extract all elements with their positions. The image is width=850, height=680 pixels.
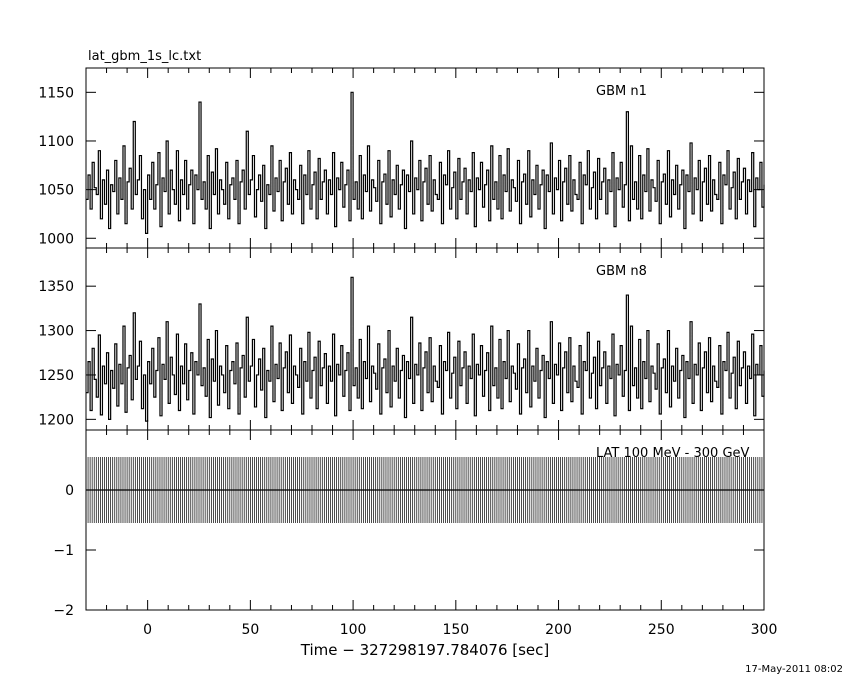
- panel-top: 1000 1050 1100 1150 GBM n1: [38, 67, 765, 249]
- y-tick-label: 1200: [38, 412, 74, 428]
- y-tick-label: 1000: [38, 231, 74, 247]
- x-axis-label: Time − 327298197.784076 [sec]: [300, 641, 550, 659]
- x-tick-label: 200: [545, 622, 572, 638]
- series-line: [86, 276, 765, 422]
- y-tick-label: 0: [65, 483, 74, 499]
- y-tick-label: 1250: [38, 368, 74, 384]
- series-line: [86, 91, 765, 235]
- panel-label: LAT 100 MeV - 300 GeV: [596, 446, 750, 461]
- timestamp: 17-May-2011 08:02: [745, 664, 843, 675]
- x-tick-label: 250: [648, 622, 675, 638]
- x-tick-label: 100: [340, 622, 367, 638]
- panel-middle: 1200 1250 1300 1350 GBM n8: [38, 247, 765, 431]
- y-tick-label: 1050: [38, 183, 74, 199]
- y-tick-label: 1150: [38, 85, 74, 101]
- y-tick-label: 1350: [38, 279, 74, 295]
- y-tick-label: −1: [53, 543, 74, 559]
- x-tick-label: 50: [241, 622, 259, 638]
- panel-frame: [85, 67, 765, 249]
- x-tick-label: 150: [442, 622, 469, 638]
- y-tick-label: 1300: [38, 324, 74, 340]
- y-tick-label: −2: [53, 603, 74, 619]
- x-tick-label: 0: [143, 622, 152, 638]
- figure-title: lat_gbm_1s_lc.txt: [88, 49, 201, 64]
- y-tick-label: 1100: [38, 134, 74, 150]
- panel-bottom: −2 −1 0 LAT 100 MeV - 300 GeV 0 50 100 150 200 25…: [53, 429, 778, 659]
- panel-label: GBM n1: [596, 84, 647, 99]
- x-tick-label: 300: [751, 622, 778, 638]
- panel-label: GBM n8: [596, 264, 647, 279]
- panel-frame: [85, 247, 765, 431]
